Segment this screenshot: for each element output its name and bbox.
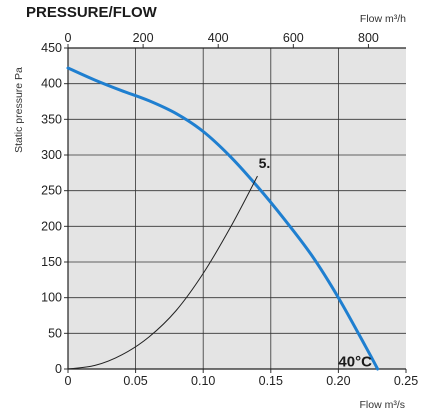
y-tick-label: 350 [41, 112, 62, 126]
plot-area [68, 48, 406, 369]
x-tick-label: 0.25 [394, 374, 418, 388]
y-axis-label: Static pressure Pa [13, 67, 25, 153]
top-tick-label: 400 [208, 31, 229, 45]
system-curve-line [67, 175, 258, 370]
x-tick-label: 0.10 [191, 374, 215, 388]
fan-curve-line [66, 66, 380, 371]
top-tick-label: 0 [65, 31, 72, 45]
x-tick-label: 0.15 [259, 374, 283, 388]
top-tick-label: 200 [133, 31, 154, 45]
y-tick-label: 450 [41, 41, 62, 55]
x-tick-label: 0.20 [326, 374, 350, 388]
y-tick-label: 200 [41, 219, 62, 233]
y-tick-label: 150 [41, 255, 62, 269]
x-axis-label: Flow m³/s [360, 399, 406, 411]
x-tick-label: 0.05 [123, 374, 147, 388]
chart-title: PRESSURE/FLOW [26, 4, 158, 21]
y-tick-label: 400 [41, 77, 62, 91]
y-tick-label: 250 [41, 184, 62, 198]
y-tick-label: 100 [41, 291, 62, 305]
top-tick-label: 800 [358, 31, 379, 45]
y-tick-label: 50 [48, 326, 62, 340]
top-axis-label: Flow m³/h [360, 13, 406, 25]
curve-number-label: 5. [259, 155, 271, 171]
y-tick-label: 300 [41, 148, 62, 162]
gridlines [68, 48, 406, 369]
x-tick-label: 0 [65, 374, 72, 388]
annotations: 5. 40°C [259, 155, 372, 371]
temperature-label: 40°C [338, 353, 372, 370]
y-tick-label: 0 [55, 362, 62, 376]
data-series [66, 66, 380, 371]
top-tick-label: 600 [283, 31, 304, 45]
axes [64, 44, 407, 373]
